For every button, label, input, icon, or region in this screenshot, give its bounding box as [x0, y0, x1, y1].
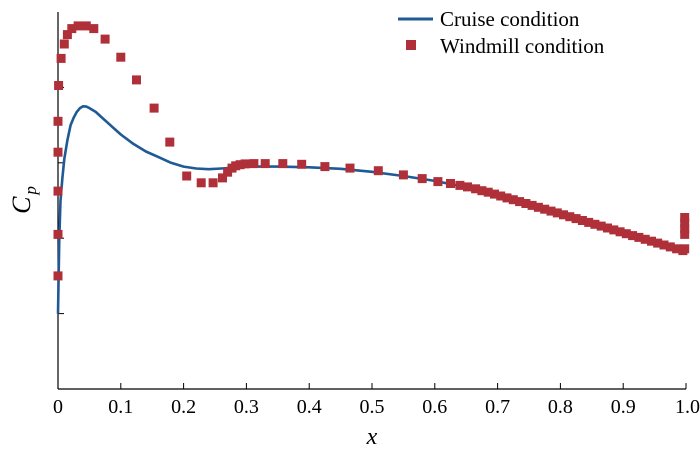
axes — [57, 12, 686, 390]
windmill-point — [521, 199, 531, 208]
windmill-point — [640, 234, 650, 244]
windmill-point — [89, 24, 99, 34]
windmill-point — [490, 189, 499, 199]
windmill-point — [483, 187, 493, 197]
windmill-point — [647, 236, 656, 246]
windmill-point — [496, 191, 506, 201]
windmill-point — [552, 208, 562, 218]
windmill-point — [260, 159, 270, 169]
windmill-point — [218, 173, 227, 183]
windmill-point — [590, 219, 600, 229]
windmill-point — [196, 178, 206, 188]
windmill-point — [297, 159, 307, 169]
windmill-point — [53, 147, 63, 157]
windmill-point — [235, 160, 245, 170]
windmill-point — [373, 166, 383, 176]
series-layer — [53, 21, 690, 314]
y-axis-title: Cp — [7, 186, 40, 214]
legend-windmill-marker — [406, 40, 416, 50]
windmill-point — [665, 242, 675, 252]
x-tick-label: 0.2 — [171, 396, 196, 418]
windmill-point — [471, 184, 481, 194]
x-tick-label: 0.4 — [297, 396, 322, 418]
windmill-point — [417, 174, 427, 184]
windmill-point — [546, 206, 556, 216]
x-tick-label: 0.1 — [108, 396, 133, 418]
windmill-point — [540, 204, 550, 214]
windmill-point — [609, 225, 619, 235]
windmill-point — [53, 229, 63, 239]
x-tick-label: 0.3 — [234, 396, 259, 418]
windmill-point — [433, 177, 443, 187]
windmill-point — [680, 218, 690, 228]
windmill-point — [59, 39, 69, 49]
windmill-point — [53, 186, 63, 196]
y-axis-title-main: C — [7, 196, 36, 214]
windmill-point — [659, 240, 669, 250]
windmill-point — [565, 212, 575, 222]
windmill-point — [67, 24, 77, 34]
windmill-point — [621, 229, 631, 239]
windmill-point — [615, 227, 625, 237]
x-ticks: 0 0.1 0.2 0.3 0.4 0.5 0.6 0.7 0.8 0.9 1.0 — [53, 383, 700, 418]
windmill-point — [278, 159, 288, 169]
windmill-point — [455, 180, 465, 190]
windmill-point — [596, 221, 606, 231]
legend-cruise-label: Cruise condition — [440, 7, 580, 31]
x-axis-title: x — [366, 424, 378, 449]
windmill-point — [132, 75, 141, 85]
windmill-point — [53, 271, 63, 281]
windmill-point — [515, 197, 525, 207]
cruise-condition-line — [56, 105, 687, 314]
x-tick-label: 0.5 — [360, 396, 385, 418]
windmill-point — [53, 116, 63, 126]
windmill-point — [559, 210, 568, 220]
legend-windmill-label: Windmill condition — [440, 34, 605, 58]
x-tick-label: 1.0 — [675, 396, 700, 418]
x-tick-label: 0.8 — [548, 396, 573, 418]
windmill-point — [680, 224, 690, 234]
windmill-point — [463, 182, 472, 192]
windmill-point — [208, 178, 218, 188]
windmill-point — [571, 214, 581, 224]
windmill-point — [584, 217, 594, 227]
x-tick-label: 0 — [53, 396, 63, 418]
windmill-point — [345, 163, 355, 173]
windmill-point — [680, 229, 690, 239]
windmill-point — [446, 179, 455, 188]
windmill-point — [182, 171, 192, 181]
x-tick-label: 0.7 — [485, 396, 510, 418]
windmill-point — [54, 81, 64, 90]
windmill-point — [320, 162, 330, 172]
windmill-point — [577, 216, 587, 225]
legend: Cruise condition Windmill condition — [398, 7, 605, 58]
windmill-point — [680, 213, 690, 222]
windmill-point — [62, 30, 72, 40]
windmill-point — [508, 195, 518, 205]
windmill-point — [603, 223, 612, 233]
windmill-point — [653, 238, 663, 248]
windmill-point — [628, 231, 638, 241]
windmill-point — [81, 21, 91, 31]
y-axis-title-sub: p — [21, 186, 40, 196]
windmill-point — [527, 200, 537, 210]
windmill-point — [100, 34, 110, 44]
windmill-point — [398, 170, 408, 180]
windmill-point — [533, 202, 543, 212]
windmill-point — [149, 103, 159, 113]
x-tick-label: 0.9 — [611, 396, 636, 418]
windmill-point — [477, 186, 487, 196]
windmill-point — [502, 193, 512, 203]
windmill-point — [249, 159, 259, 169]
windmill-point — [73, 21, 83, 31]
windmill-point — [672, 244, 682, 254]
windmill-point — [634, 232, 644, 242]
windmill-point — [680, 244, 690, 254]
x-tick-label: 0.6 — [422, 396, 447, 418]
windmill-point — [56, 53, 66, 63]
windmill-point — [116, 52, 126, 62]
windmill-point — [165, 137, 175, 147]
windmill-point — [240, 159, 250, 169]
